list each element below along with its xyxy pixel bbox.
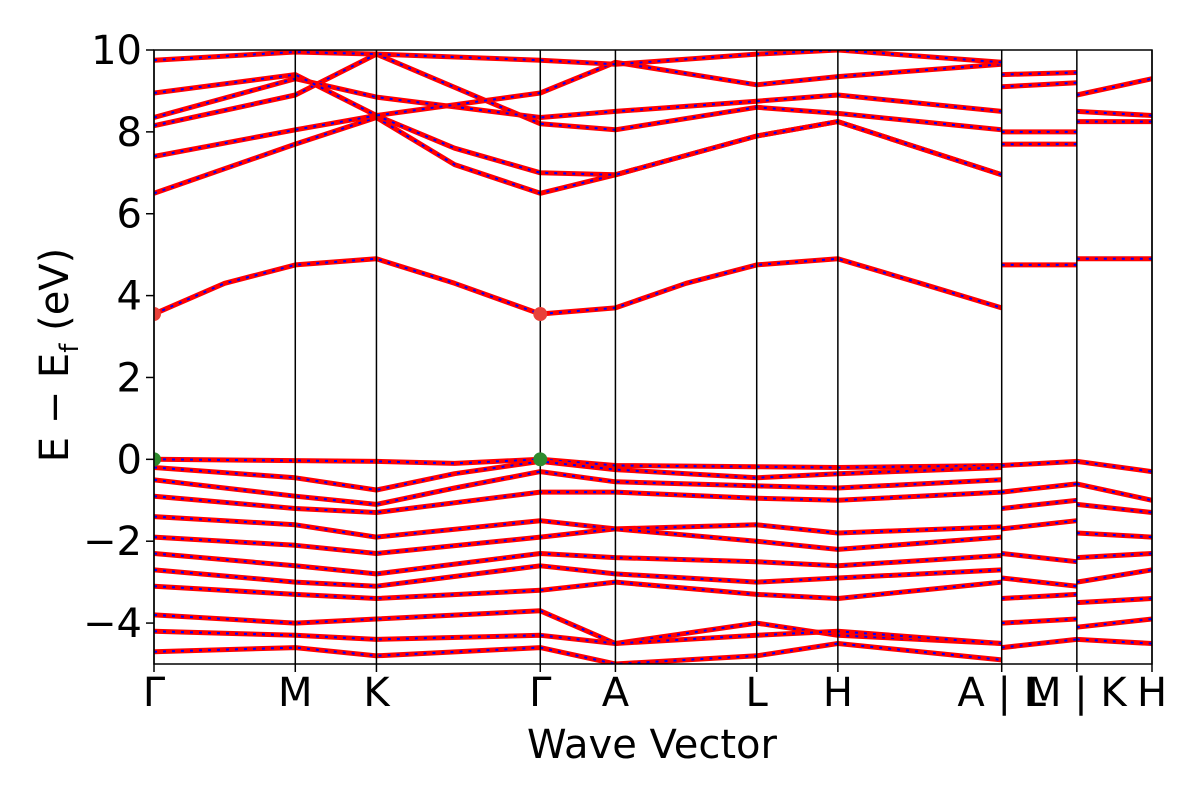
band-line-dashed xyxy=(1076,532,1152,539)
band-line-dashed xyxy=(1001,499,1077,510)
y-tick-label: 8 xyxy=(117,110,142,156)
y-axis-title-tail: (eV) xyxy=(32,248,78,344)
band-line-dashed xyxy=(1001,519,1077,530)
band-line-dashed xyxy=(1001,81,1077,88)
extremum-marker xyxy=(533,452,548,467)
x-tick-label: M xyxy=(278,670,313,716)
y-tick-label: 10 xyxy=(91,28,142,74)
band-line-dashed xyxy=(154,77,1002,119)
band-line-dashed xyxy=(154,491,1002,514)
band-line xyxy=(154,641,1002,664)
band-line-dashed xyxy=(1076,460,1152,473)
band-line-dashed xyxy=(154,61,1002,117)
x-tick-label: H xyxy=(823,670,853,716)
extremum-marker xyxy=(154,307,161,322)
band-line-dashed xyxy=(1076,482,1152,502)
y-axis-title-main: E − E xyxy=(32,353,78,463)
x-tick-label: K xyxy=(363,670,391,716)
band-line-dashed xyxy=(1076,77,1152,96)
band-line-dashed xyxy=(154,458,1002,469)
band-line-dashed xyxy=(154,114,1003,176)
y-axis-title-sub: f xyxy=(55,343,85,353)
band-line xyxy=(154,579,1002,601)
band-line-dashed xyxy=(1001,71,1077,76)
band-line xyxy=(154,256,1003,317)
y-tick-label: 2 xyxy=(117,355,142,401)
band-line xyxy=(154,51,1002,133)
band-line-dashed xyxy=(1001,482,1077,494)
y-axis-ticks: −4 −2 0 2 4 6 8 10 xyxy=(83,28,154,647)
x-tick-label: A | L xyxy=(957,670,1046,716)
band-line-dashed xyxy=(154,515,1002,539)
x-axis-title: Wave Vector xyxy=(527,722,778,768)
band-line-dashed xyxy=(1001,552,1077,563)
band-line-dashed xyxy=(1001,618,1077,625)
band-line-dashed xyxy=(154,581,1002,600)
y-tick-label: −4 xyxy=(83,601,142,647)
band-line-dashed xyxy=(1076,503,1152,514)
extremum-marker xyxy=(533,307,548,322)
band-line-dashed xyxy=(154,609,1002,645)
y-tick-label: −2 xyxy=(83,519,142,565)
band-line-dashed xyxy=(1001,460,1077,467)
band-line-dashed xyxy=(1076,568,1152,584)
plot-frame xyxy=(153,49,1153,665)
band-line xyxy=(154,59,1002,118)
y-tick-label: 4 xyxy=(117,274,142,320)
y-axis-title-group: E − Ef (eV) xyxy=(32,248,85,463)
band-line-dashed xyxy=(154,52,1002,131)
band-line-dashed xyxy=(154,552,1002,575)
band-line-dashed xyxy=(1001,593,1077,600)
y-tick-label: 0 xyxy=(117,437,142,483)
x-tick-label: Γ xyxy=(143,670,166,716)
x-tick-label: L xyxy=(746,670,769,716)
y-axis-title: E − Ef (eV) xyxy=(32,248,85,463)
band-line-dashed xyxy=(154,564,1002,588)
x-tick-label: H xyxy=(1137,670,1167,716)
extremum-marker xyxy=(154,452,161,467)
band-line-dashed xyxy=(1076,638,1152,645)
band-line-dashed xyxy=(154,630,1002,645)
y-tick-label: 6 xyxy=(117,192,142,238)
band-line-dashed xyxy=(1001,577,1077,588)
band-line-dashed xyxy=(154,642,1002,664)
band-line-dashed xyxy=(1001,638,1077,649)
band-line-dashed xyxy=(154,50,1002,66)
band-line-dashed xyxy=(154,527,1002,555)
band-line-dashed xyxy=(1076,552,1152,559)
plot-area xyxy=(153,49,1153,665)
band-line-dashed xyxy=(1076,618,1152,629)
x-tick-label: M | K xyxy=(1027,670,1128,716)
band-line-dashed xyxy=(1076,110,1152,117)
band-line-dashed xyxy=(1076,597,1152,604)
x-tick-label: A xyxy=(602,670,630,716)
band-line-dashed xyxy=(154,257,1002,316)
x-tick-label: Γ xyxy=(529,670,552,716)
